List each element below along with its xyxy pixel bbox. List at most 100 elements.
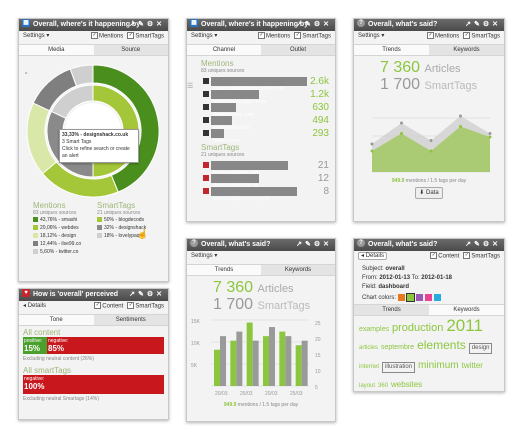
window-controls[interactable]: ↗✎⚙✕ (296, 241, 332, 248)
keyword-tag[interactable]: examples (359, 326, 389, 334)
keyword-tag[interactable]: layout (359, 383, 376, 390)
legend-item[interactable]: 12,44% - ilse99.co (33, 240, 91, 248)
window-controls[interactable]: ↗✎⚙✕ (129, 291, 165, 298)
channel-row[interactable]: designnewz.com 630 (201, 102, 333, 118)
legend-item[interactable]: 50% - blogdecods (97, 216, 159, 224)
bar-chart[interactable]: 15K 10K 5K 25 20 15 10 5 20/03 25/03 20/03 25/03 (187, 314, 335, 402)
details-toggle[interactable]: ◂ Details (358, 252, 388, 260)
area-point-0-2[interactable] (429, 139, 433, 142)
bar-0-1[interactable] (230, 340, 237, 386)
smarttags-checkbox[interactable]: ✓ (463, 32, 471, 39)
content-sentiment-bar[interactable]: positive: 15% negative: 85% (23, 337, 164, 354)
channel-row[interactable]: www.ueli5.com 494 (201, 115, 333, 131)
channel-bar[interactable]: webdesignledger.com (211, 90, 266, 105)
channel-bar[interactable]: www.blogdecodesign.fr (211, 187, 298, 202)
smarttags-checkbox[interactable]: ✓ (294, 32, 302, 39)
channel-bar[interactable]: designshack.co.uk (211, 174, 259, 189)
window-controls[interactable]: ↗✎⚙✕ (465, 21, 501, 28)
tab-source[interactable]: Source (121, 47, 141, 53)
area-point-1-0[interactable] (370, 149, 374, 153)
settings-dropdown[interactable]: Settings ▾ (191, 33, 218, 39)
tab-sentiments[interactable]: Sentiments (115, 317, 146, 323)
smarttags-checkbox[interactable]: ✓ (127, 32, 135, 39)
bar-0-3[interactable] (263, 336, 269, 386)
keyword-tag[interactable]: 2011 (446, 316, 483, 336)
bar-1-0[interactable] (220, 336, 226, 386)
legend-item[interactable]: 18% - lovelypaqu (97, 232, 159, 240)
legend-item[interactable]: 32% - designshack (97, 224, 159, 232)
area-point-1-2[interactable] (429, 149, 433, 153)
area-point-0-0[interactable] (370, 142, 374, 146)
area-point-1-3[interactable] (459, 125, 462, 128)
tab-trends[interactable]: Trends (382, 307, 401, 314)
keyword-tag[interactable]: twitter (461, 361, 483, 371)
area-point-1-4[interactable] (488, 135, 492, 139)
smarttags-checkbox[interactable]: ✓ (127, 302, 135, 309)
channel-bar[interactable]: designnewz.com (211, 103, 254, 118)
bar-0-5[interactable] (295, 345, 302, 386)
keyword-tag[interactable]: elements (417, 338, 466, 353)
channel-bar[interactable]: twitter.com (211, 129, 239, 144)
window-controls[interactable]: ↗✎⚙✕ (296, 21, 332, 28)
area-point-0-1[interactable] (400, 121, 403, 125)
bar-0-4[interactable] (279, 331, 286, 386)
content-checkbox[interactable]: ✓ (94, 302, 102, 309)
legend-item[interactable]: 5,60% - twitter.co (33, 248, 91, 256)
keyword-tag[interactable]: production (391, 322, 444, 335)
keyword-tag[interactable]: 360 (378, 383, 389, 390)
bar-1-4[interactable] (285, 336, 292, 386)
channel-row[interactable]: twitter.com 293 (201, 128, 333, 144)
area-series-1[interactable] (372, 126, 490, 173)
keyword-tag[interactable]: design (468, 343, 493, 355)
bar-0-0[interactable] (214, 349, 220, 386)
channel-row[interactable]: webdesignledger.com 1.2k (201, 89, 333, 105)
mentions-checkbox[interactable]: ✓ (257, 32, 265, 39)
tab-media[interactable]: Media (19, 45, 94, 55)
bar-1-5[interactable] (301, 340, 308, 386)
legend-item[interactable]: 43,76% - smashi (33, 216, 91, 224)
window-controls[interactable]: ↗✎⚙✕ (465, 241, 501, 248)
media-slice-4[interactable] (69, 64, 94, 87)
tab-outlet[interactable]: Outlet (289, 47, 306, 53)
color-swatch[interactable] (405, 293, 415, 302)
legend-item[interactable]: 18,12% - design (33, 232, 91, 240)
bar-1-2[interactable] (252, 340, 259, 386)
tab-tone[interactable]: Tone (19, 315, 94, 325)
positive-segment[interactable]: positive: 15% (23, 337, 47, 354)
channel-row[interactable]: designshack.co.uk 12 (201, 173, 333, 189)
keyword-tag[interactable]: internet (359, 364, 380, 371)
area-point-0-4[interactable] (488, 132, 492, 135)
color-swatch[interactable] (433, 294, 441, 301)
channel-row[interactable]: www.smashingmagazine.com 2.6k (201, 76, 333, 92)
tab-trends[interactable]: Trends (354, 45, 429, 55)
tags-sentiment-bar[interactable]: negative: 100% (23, 375, 164, 394)
area-chart[interactable] (354, 94, 504, 184)
area-point-1-1[interactable] (400, 132, 403, 135)
tab-keywords[interactable]: Keywords (453, 47, 480, 53)
bar-1-1[interactable] (236, 331, 243, 386)
smarttags-checkbox[interactable]: ✓ (463, 252, 471, 259)
color-swatch[interactable] (424, 294, 432, 301)
source-slice-2[interactable] (50, 84, 94, 119)
tab-channel[interactable]: Channel (187, 45, 261, 55)
channel-bar[interactable]: www.smashingmagazine.com (211, 77, 307, 92)
mentions-checkbox[interactable]: ✓ (90, 32, 98, 39)
negative-segment[interactable]: negative: 85% (47, 337, 164, 354)
keyword-tag[interactable]: septembre (381, 344, 415, 352)
data-button[interactable]: ⬇ Data (415, 187, 443, 199)
keyword-tag[interactable]: minimum (418, 360, 459, 372)
channel-row[interactable]: www.blogdecodesign.fr 8 (201, 186, 333, 202)
legend-item[interactable]: 20,06% - webdes (33, 224, 91, 232)
keyword-tag[interactable]: illustration (382, 362, 416, 374)
tab-keywords[interactable]: Keywords (284, 267, 312, 273)
keyword-tag[interactable]: websites (391, 380, 423, 390)
content-checkbox[interactable]: ✓ (430, 252, 438, 259)
keyword-tag[interactable]: articles (359, 345, 379, 352)
channel-bar[interactable]: lovelypackage.com (211, 161, 288, 176)
settings-dropdown[interactable]: Settings ▾ (191, 253, 218, 259)
color-swatch[interactable] (397, 294, 405, 301)
area-point-0-3[interactable] (459, 114, 462, 118)
channel-row[interactable]: lovelypackage.com 21 (201, 160, 333, 176)
settings-dropdown[interactable]: Settings ▾ (23, 33, 50, 39)
window-controls[interactable]: ↗✎⚙✕ (129, 21, 165, 28)
